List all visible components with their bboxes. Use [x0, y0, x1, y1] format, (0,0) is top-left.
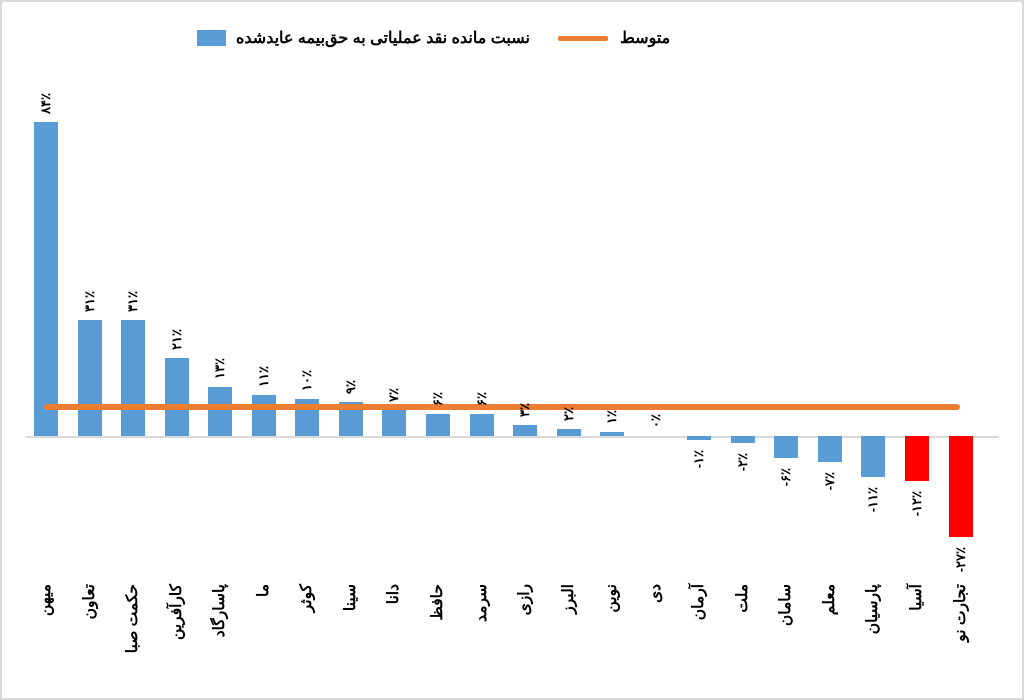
category-label: پاسارگاد	[211, 584, 229, 638]
category-label: کارآفرین	[167, 584, 185, 640]
bar-value-label: ۲۱٪	[168, 328, 184, 350]
category-label: معلم	[820, 584, 838, 616]
category-label: حافظ	[428, 584, 446, 621]
chart-legend: نسبت مانده نقد عملیاتی به حق‌بیمه عایدشد…	[197, 24, 670, 52]
category-label: البرز	[559, 584, 577, 614]
category-label: سینا	[341, 584, 359, 612]
bar	[817, 436, 842, 463]
bar	[513, 424, 538, 436]
bar-value-label: ۳۱٪	[125, 291, 141, 313]
category-label: کوثر	[298, 584, 316, 613]
bar	[774, 436, 799, 459]
bar	[382, 409, 407, 436]
bar-value-label: ۶٪	[429, 391, 445, 406]
bar-value-label: -۱٪	[691, 449, 707, 469]
bar-value-label: ۱٪	[604, 410, 620, 425]
bar-value-label: -۱۱٪	[865, 487, 881, 513]
category-label: سامان	[777, 584, 795, 627]
bar-value-label: ۹٪	[342, 380, 358, 395]
x-axis-line	[26, 436, 999, 438]
bar-value-label: ۳٪	[517, 402, 533, 417]
bar	[251, 394, 276, 436]
category-label: ملت	[733, 584, 751, 613]
bar	[425, 413, 450, 436]
bar	[556, 428, 581, 436]
bar-value-label: -۶٪	[778, 468, 794, 487]
bar-value-label: ۰٪	[647, 414, 663, 428]
category-label: دی	[646, 584, 664, 604]
bar	[164, 357, 189, 436]
bar-value-label: ۶٪	[473, 391, 489, 406]
category-label: رازی	[516, 584, 534, 616]
bar	[121, 320, 146, 436]
category-label: ما	[254, 584, 272, 598]
bar	[905, 436, 929, 481]
bar	[77, 320, 102, 436]
category-label: پارسیان	[864, 584, 882, 635]
category-label: نوین	[603, 584, 621, 613]
bar	[687, 436, 712, 440]
average-line-swatch-icon	[557, 35, 608, 41]
bar-value-label: -۲٪	[734, 453, 750, 472]
bar-value-label: ۲٪	[560, 406, 576, 421]
bar	[469, 413, 494, 436]
bar	[600, 432, 625, 436]
category-label: آرمان	[690, 584, 708, 621]
bar-value-label: ۱۰٪	[299, 369, 315, 391]
category-label: آسیا	[908, 584, 925, 611]
average-line	[44, 404, 960, 411]
bar-value-label: ۷٪	[386, 387, 402, 402]
category-label: تعاون	[80, 584, 98, 620]
bar	[34, 122, 58, 436]
bar-value-label: ۱۳٪	[212, 358, 228, 380]
bar-value-label: -۷٪	[821, 472, 837, 491]
category-label: تجارت نو	[951, 584, 969, 642]
category-label: دانا	[385, 584, 403, 605]
category-label: سرمد	[472, 584, 490, 622]
bar-value-label: -۲۷٪	[952, 546, 968, 573]
bar-value-label: ۱۱٪	[255, 365, 271, 387]
bar	[861, 436, 886, 478]
bar	[208, 387, 233, 436]
average-legend-label: متوسط	[619, 30, 671, 47]
bar-value-label: ۳۱٪	[81, 291, 97, 313]
bar-value-label: ۸۴٪	[38, 93, 53, 114]
category-label: حکمت صبا	[124, 584, 142, 654]
bar-value-label: -۱۲٪	[909, 490, 924, 517]
category-label: میهن	[37, 584, 54, 616]
series-swatch-icon	[197, 30, 226, 46]
series-legend-label: نسبت مانده نقد عملیاتی به حق‌بیمه عایدشد…	[236, 30, 530, 47]
bar	[948, 436, 973, 537]
bar	[730, 436, 755, 444]
